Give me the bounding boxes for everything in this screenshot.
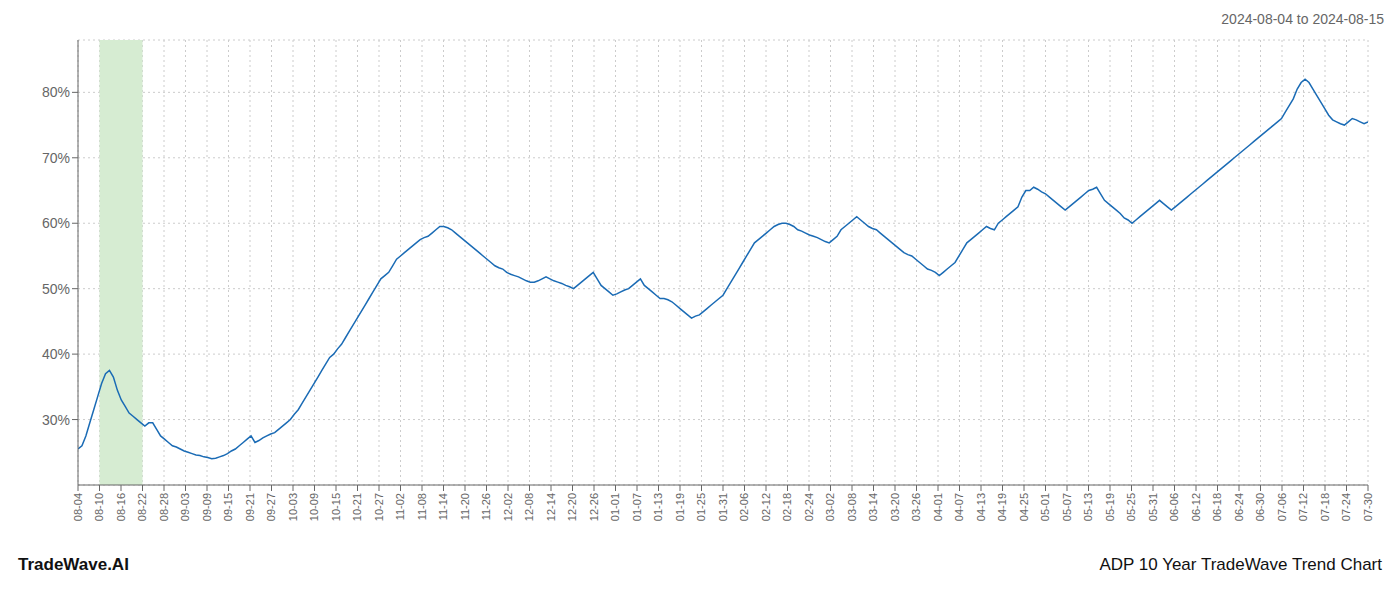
- svg-text:40%: 40%: [42, 346, 70, 362]
- svg-text:04-13: 04-13: [975, 493, 987, 521]
- svg-text:04-01: 04-01: [932, 493, 944, 521]
- svg-text:01-13: 01-13: [652, 493, 664, 521]
- svg-text:70%: 70%: [42, 150, 70, 166]
- svg-text:02-24: 02-24: [803, 493, 815, 521]
- svg-text:03-08: 03-08: [846, 493, 858, 521]
- svg-text:01-01: 01-01: [609, 493, 621, 521]
- svg-text:03-14: 03-14: [867, 493, 879, 521]
- svg-text:04-19: 04-19: [996, 493, 1008, 521]
- svg-text:09-15: 09-15: [222, 493, 234, 521]
- svg-text:05-13: 05-13: [1082, 493, 1094, 521]
- svg-text:09-09: 09-09: [201, 493, 213, 521]
- svg-text:80%: 80%: [42, 84, 70, 100]
- svg-text:12-02: 12-02: [502, 493, 514, 521]
- svg-text:06-18: 06-18: [1211, 493, 1223, 521]
- svg-text:12-08: 12-08: [523, 493, 535, 521]
- svg-text:08-28: 08-28: [158, 493, 170, 521]
- svg-text:06-12: 06-12: [1190, 493, 1202, 521]
- svg-text:09-27: 09-27: [265, 493, 277, 521]
- svg-text:05-19: 05-19: [1104, 493, 1116, 521]
- svg-text:09-21: 09-21: [244, 493, 256, 521]
- svg-text:10-09: 10-09: [308, 493, 320, 521]
- svg-text:07-12: 07-12: [1297, 493, 1309, 521]
- svg-text:06-24: 06-24: [1233, 493, 1245, 521]
- svg-text:09-03: 09-03: [179, 493, 191, 521]
- svg-text:07-06: 07-06: [1276, 493, 1288, 521]
- svg-text:12-26: 12-26: [588, 493, 600, 521]
- svg-text:11-14: 11-14: [437, 493, 449, 520]
- svg-text:05-01: 05-01: [1039, 493, 1051, 521]
- svg-text:12-20: 12-20: [566, 493, 578, 521]
- svg-text:07-30: 07-30: [1362, 493, 1374, 521]
- svg-text:11-26: 11-26: [480, 493, 492, 520]
- svg-text:11-02: 11-02: [394, 493, 406, 520]
- svg-text:02-06: 02-06: [738, 493, 750, 521]
- svg-text:01-19: 01-19: [674, 493, 686, 521]
- svg-text:08-10: 08-10: [93, 493, 105, 521]
- svg-text:10-21: 10-21: [351, 493, 363, 521]
- svg-text:05-31: 05-31: [1147, 493, 1159, 521]
- svg-text:07-24: 07-24: [1340, 493, 1352, 521]
- svg-text:04-07: 04-07: [953, 493, 965, 521]
- svg-text:06-30: 06-30: [1254, 493, 1266, 521]
- svg-text:04-25: 04-25: [1018, 493, 1030, 521]
- svg-text:05-25: 05-25: [1125, 493, 1137, 521]
- html-text:2024-08-04 to 2024-08-15: 2024-08-04 to 2024-08-15: [1221, 11, 1384, 27]
- svg-text:06-06: 06-06: [1168, 493, 1180, 521]
- svg-text:12-14: 12-14: [545, 493, 557, 521]
- svg-text:07-18: 07-18: [1319, 493, 1331, 521]
- svg-text:08-22: 08-22: [136, 493, 148, 521]
- svg-text:10-15: 10-15: [330, 493, 342, 521]
- svg-text:60%: 60%: [42, 215, 70, 231]
- svg-text:02-18: 02-18: [781, 493, 793, 521]
- html-text:ADP 10 Year TradeWave Trend Ch: ADP 10 Year TradeWave Trend Chart: [1099, 555, 1382, 574]
- svg-text:01-07: 01-07: [631, 493, 643, 521]
- html-text:TradeWave.AI: TradeWave.AI: [18, 555, 129, 574]
- svg-text:10-03: 10-03: [287, 493, 299, 521]
- svg-text:50%: 50%: [42, 281, 70, 297]
- svg-text:03-26: 03-26: [910, 493, 922, 521]
- svg-text:10-27: 10-27: [373, 493, 385, 521]
- svg-text:05-07: 05-07: [1061, 493, 1073, 521]
- svg-text:02-12: 02-12: [760, 493, 772, 521]
- svg-text:01-31: 01-31: [717, 493, 729, 521]
- svg-text:11-08: 11-08: [416, 493, 428, 520]
- svg-text:08-04: 08-04: [72, 493, 84, 521]
- svg-text:01-25: 01-25: [695, 493, 707, 521]
- svg-text:03-02: 03-02: [824, 493, 836, 521]
- svg-text:11-20: 11-20: [459, 493, 471, 520]
- svg-text:03-20: 03-20: [889, 493, 901, 521]
- svg-text:08-16: 08-16: [115, 493, 127, 521]
- svg-text:30%: 30%: [42, 412, 70, 428]
